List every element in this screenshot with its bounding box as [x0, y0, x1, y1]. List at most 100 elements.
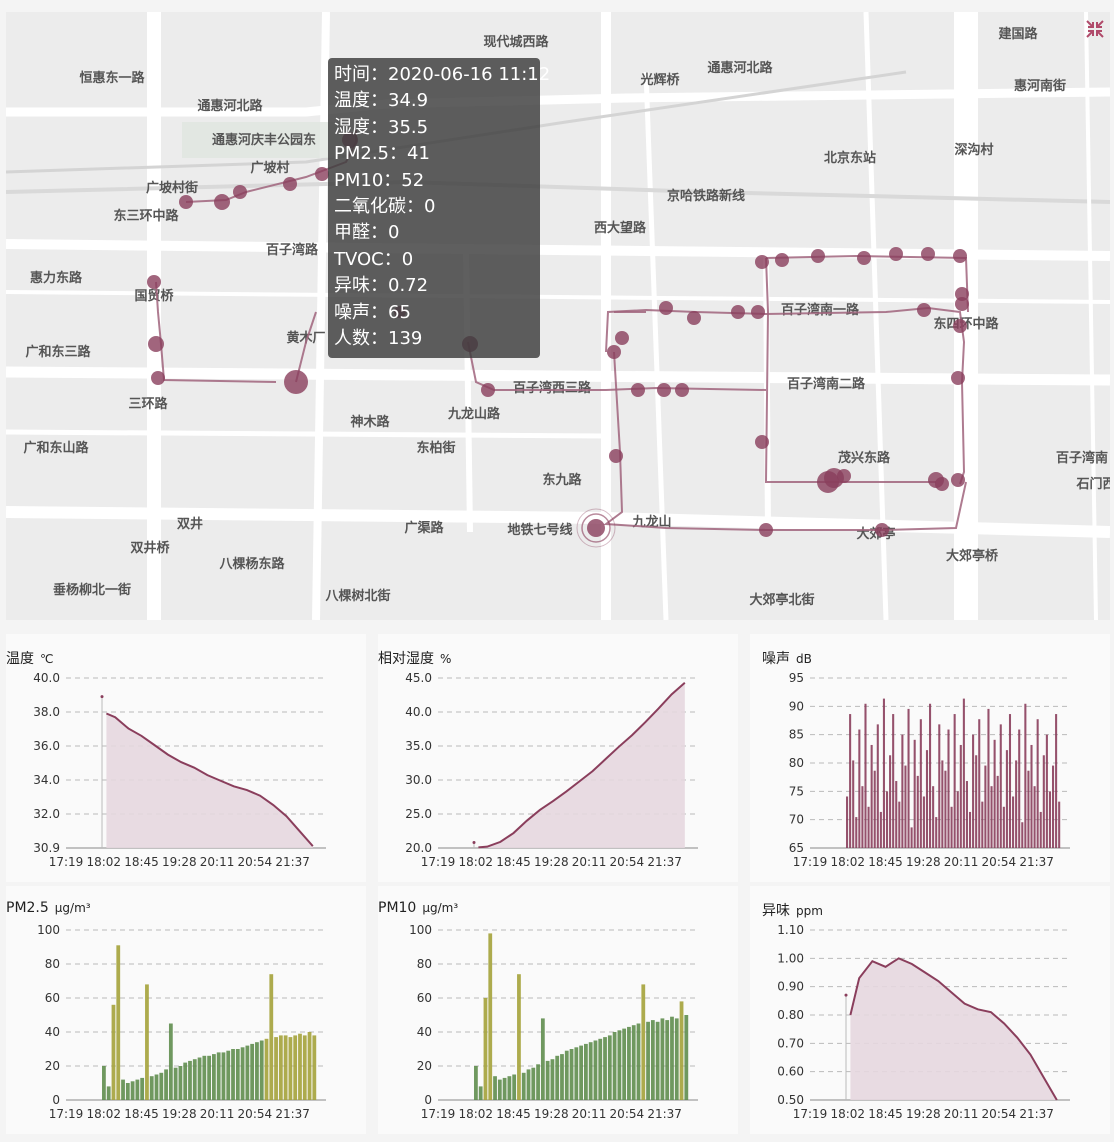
bar [564, 1050, 569, 1100]
route-point[interactable] [731, 305, 745, 319]
route-point[interactable] [148, 336, 164, 352]
bar [269, 974, 274, 1100]
route-point[interactable] [315, 167, 329, 181]
map-view[interactable]: 现代城西路 建国路 恒惠东一路 光辉桥 通惠河北路 惠河南街 通惠河北路 通惠河庆丰公园东 北京… [6, 12, 1110, 620]
y-tick-label: 40.0 [33, 671, 60, 685]
route-point[interactable] [687, 311, 701, 325]
route-point[interactable] [147, 275, 161, 289]
bar [598, 1038, 603, 1100]
x-tick-label: 20:11 [200, 1107, 235, 1121]
y-tick-label: 0.90 [777, 980, 804, 994]
bar [944, 770, 947, 848]
bar [904, 765, 907, 848]
route-point[interactable] [481, 383, 495, 397]
x-tick-label: 19:28 [162, 1107, 197, 1121]
route-point[interactable] [587, 519, 605, 537]
bar [145, 984, 149, 1100]
bar [288, 1037, 293, 1100]
route-point[interactable] [953, 249, 967, 263]
bar [864, 703, 867, 848]
route-point[interactable] [755, 435, 769, 449]
y-tick-label: 20.0 [405, 841, 432, 855]
x-tick-label: 18:02 [86, 1107, 121, 1121]
bar [178, 1066, 183, 1100]
map-road-label: 通惠河北路 [707, 60, 773, 76]
route-point[interactable] [775, 253, 789, 267]
bar [121, 1079, 125, 1100]
route-point[interactable] [631, 383, 645, 397]
bar [1005, 750, 1008, 848]
route-point[interactable] [917, 303, 931, 317]
route-point[interactable] [659, 301, 673, 315]
y-tick-label: 65 [789, 841, 804, 855]
route-point[interactable] [233, 185, 247, 199]
series-area [478, 682, 685, 848]
route-point[interactable] [921, 247, 935, 261]
bar [670, 1016, 674, 1100]
route-point[interactable] [875, 523, 889, 537]
route-point[interactable] [837, 469, 851, 483]
bar [588, 1042, 593, 1100]
chart-title: 异味 ppm [762, 903, 823, 919]
route-point[interactable] [214, 194, 230, 210]
route-point[interactable] [284, 370, 308, 394]
route-point[interactable] [951, 371, 965, 385]
bar [978, 719, 981, 848]
route-point[interactable] [657, 383, 671, 397]
route-point[interactable] [755, 255, 769, 269]
route-point[interactable] [751, 305, 765, 319]
route-point[interactable] [935, 477, 949, 491]
route-point[interactable] [951, 473, 965, 487]
bar [901, 734, 904, 848]
route-point[interactable] [607, 345, 621, 359]
x-tick-label: 20:54 [982, 1107, 1017, 1121]
route-point[interactable] [283, 177, 297, 191]
bar [984, 765, 987, 848]
bar [631, 1025, 636, 1100]
map-road-label: 大郊亭桥 [946, 548, 999, 564]
route-point[interactable] [857, 251, 871, 265]
bar [560, 1054, 564, 1100]
route-point[interactable] [811, 249, 825, 263]
y-tick-label: 80 [789, 756, 804, 770]
bar [972, 734, 975, 848]
bar [168, 1023, 173, 1100]
bar [876, 724, 879, 848]
y-tick-label: 25.0 [405, 807, 432, 821]
map-road-label: 大郊亭北街 [749, 592, 814, 608]
route-point[interactable] [889, 247, 903, 261]
bar [941, 760, 944, 848]
bar [1012, 796, 1015, 848]
x-tick-label: 20:54 [610, 1107, 645, 1121]
x-tick-label: 18:45 [868, 1107, 903, 1121]
route-point[interactable] [609, 449, 623, 463]
fullscreen-exit-icon[interactable] [1084, 18, 1106, 40]
route-point[interactable] [955, 297, 969, 311]
bar [990, 786, 993, 848]
map-road-label: 百子湾南一路 [781, 302, 860, 318]
route-point[interactable] [675, 383, 689, 397]
route-point[interactable] [615, 331, 629, 345]
bar [913, 739, 916, 848]
series-point [844, 993, 848, 997]
bar [981, 801, 984, 848]
park-area [182, 122, 342, 158]
bar [885, 791, 889, 848]
y-tick-label: 80 [45, 957, 60, 971]
bar [569, 1049, 574, 1100]
route-point[interactable] [955, 287, 969, 301]
route-point[interactable] [151, 371, 165, 385]
noise-chart: 噪声 dB 95 90 85 80 75 70 65 17:19 18:02 18:45 19:28 2… [750, 634, 1110, 882]
route-point[interactable] [179, 195, 193, 209]
bar [159, 1072, 164, 1100]
bar [488, 933, 493, 1100]
series-point [472, 841, 476, 845]
route-point[interactable] [953, 319, 967, 333]
route-point[interactable] [759, 523, 773, 537]
bar [579, 1045, 584, 1100]
x-tick-label: 20:11 [572, 1107, 607, 1121]
bar [202, 1055, 207, 1100]
bar [106, 1086, 111, 1100]
